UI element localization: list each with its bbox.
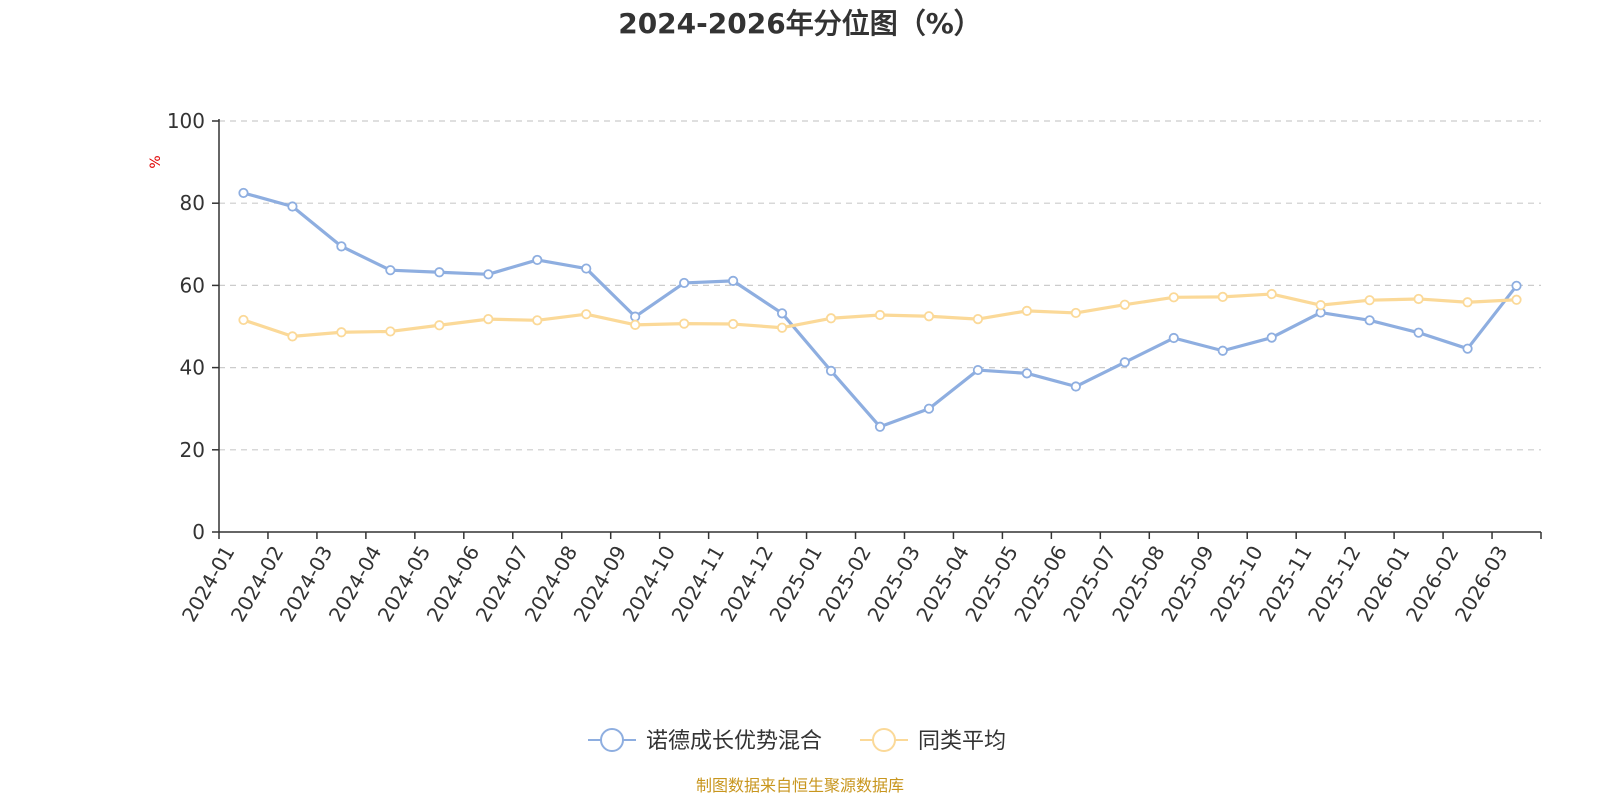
data-point	[532, 315, 543, 326]
data-point	[483, 314, 494, 325]
data-point	[238, 187, 249, 199]
y-tick-label: 20	[180, 438, 205, 462]
data-point	[1168, 332, 1179, 344]
data-point	[679, 277, 690, 289]
series-1	[238, 187, 1522, 432]
legend-label-series-1: 诺德成长优势混合	[646, 729, 822, 754]
data-point	[972, 314, 984, 325]
y-tick-label: 40	[180, 356, 205, 380]
legend-label-series-2: 同类平均	[918, 729, 1006, 754]
data-point	[1266, 332, 1277, 343]
data-point	[1217, 291, 1228, 303]
data-point	[287, 201, 298, 212]
data-point	[923, 403, 935, 414]
data-point	[336, 241, 347, 252]
y-tick-label: 60	[180, 273, 205, 297]
data-point	[1266, 288, 1277, 300]
y-axis-unit-label: %	[148, 155, 164, 168]
data-point	[1168, 292, 1179, 303]
data-point	[1413, 293, 1424, 305]
data-point	[238, 314, 249, 326]
chart-title: 2024-2026年分位图（%）	[618, 7, 982, 40]
data-point	[1462, 297, 1473, 308]
data-point	[776, 322, 788, 333]
data-point	[923, 311, 935, 322]
data-point	[1070, 307, 1081, 319]
data-point	[336, 327, 347, 338]
data-point	[728, 275, 739, 286]
legend-item-series-1[interactable]: 诺德成长优势混合	[588, 728, 822, 754]
data-point	[287, 331, 298, 342]
data-point	[1364, 315, 1375, 326]
data-point	[581, 263, 592, 274]
data-point	[1021, 368, 1032, 379]
data-point	[874, 421, 886, 432]
data-point	[1217, 345, 1228, 356]
data-point	[776, 308, 788, 319]
data-point	[972, 364, 984, 376]
data-point	[1021, 305, 1032, 316]
data-source-note: 制图数据来自恒生聚源数据库	[696, 776, 904, 795]
data-point	[679, 318, 690, 329]
y-tick-label: 0	[192, 520, 205, 544]
y-axis-ticks: 0 20 40 60 80 100	[167, 109, 219, 544]
series-lines	[238, 187, 1522, 432]
data-point	[1413, 327, 1424, 338]
data-point	[1119, 357, 1130, 368]
data-point	[630, 319, 641, 330]
grid-lines	[219, 120, 1541, 451]
data-point	[385, 326, 396, 337]
x-axis-ticks: 2024-012024-022024-032024-042024-052024-…	[177, 532, 1542, 626]
data-point	[1462, 343, 1473, 354]
data-point	[630, 311, 641, 322]
data-point	[825, 365, 837, 376]
data-point	[728, 318, 739, 330]
data-point	[1119, 299, 1130, 310]
series-line-1	[243, 191, 1518, 429]
data-point	[434, 267, 445, 278]
data-point	[434, 320, 445, 331]
data-point	[483, 269, 494, 280]
data-point	[874, 309, 886, 321]
y-tick-label: 100	[167, 109, 205, 133]
legend[interactable]: 诺德成长优势混合 同类平均	[588, 728, 1006, 754]
legend-item-series-2[interactable]: 同类平均	[860, 728, 1006, 754]
axes	[218, 119, 1541, 533]
data-point	[1511, 294, 1522, 305]
data-point	[581, 309, 592, 320]
data-point	[1070, 381, 1081, 392]
legend-marker-circle-1	[600, 728, 624, 752]
data-point	[532, 254, 543, 266]
data-point	[825, 313, 837, 324]
series-2	[238, 288, 1522, 342]
data-point	[385, 265, 396, 276]
data-point	[1315, 300, 1326, 311]
y-tick-label: 80	[180, 191, 205, 215]
legend-marker-circle-2	[872, 728, 896, 752]
data-point	[1511, 280, 1522, 291]
data-point	[1364, 295, 1375, 306]
